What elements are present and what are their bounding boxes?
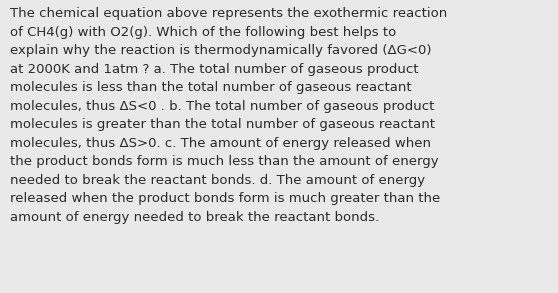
Text: The chemical equation above represents the exothermic reaction
of CH4(g) with O2: The chemical equation above represents t… — [10, 7, 448, 224]
